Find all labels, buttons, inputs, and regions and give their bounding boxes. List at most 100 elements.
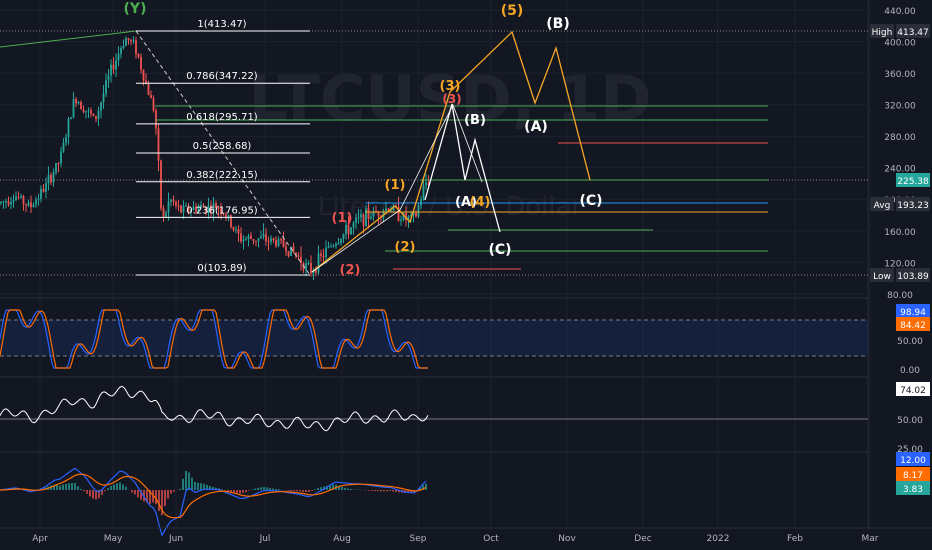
candle-body (205, 207, 207, 213)
wave-labels[interactable]: (Y)(1)(2)(1)(2)(3)(3)(A)(4)(B)(C)(5)(B)(… (124, 1, 603, 278)
candle-body (287, 251, 290, 256)
fib-level-label: 1(413.47) (197, 19, 246, 30)
stoch-band (0, 320, 868, 356)
trend-line-y (0, 30, 137, 48)
candle-body (200, 205, 202, 208)
candle-body (347, 224, 350, 235)
candle-body (350, 227, 352, 235)
candle-body (187, 205, 190, 212)
wave-label: (B) (546, 16, 569, 32)
price-tag-bg (896, 24, 930, 38)
candle-body (127, 38, 130, 41)
candle-body (160, 160, 162, 209)
candle-body (155, 110, 157, 129)
candle-body (340, 238, 342, 243)
candle-body (97, 110, 100, 119)
candle-body (75, 99, 77, 104)
time-tick-label: Sep (410, 534, 427, 544)
price-tag-bg (896, 197, 930, 211)
candle-body (225, 214, 227, 219)
time-tick-label: May (104, 534, 123, 544)
rsi-tag-value: 74.02 (900, 386, 926, 396)
price-axis[interactable]: 440.00400.00360.00320.00280.00240.00200.… (870, 7, 930, 495)
price-tick-label: 280.00 (884, 133, 916, 143)
candle-body (157, 128, 160, 161)
candle-body (265, 234, 267, 241)
candle-body (210, 205, 212, 212)
time-tick-label: Mar (862, 534, 879, 544)
candle-body (45, 183, 47, 192)
candle-body (325, 247, 327, 258)
candle-body (275, 239, 277, 247)
candle-body (297, 255, 300, 257)
symbol-watermark: LTCUSD, 1D (248, 62, 651, 135)
candle-body (42, 188, 45, 192)
candle-body (85, 110, 87, 113)
wave-label: (2) (395, 240, 416, 255)
candle-body (280, 239, 282, 241)
candle-body (20, 196, 22, 198)
wave-label: (B) (464, 113, 486, 128)
macd-signal-line (0, 473, 427, 519)
candle-body (207, 205, 210, 213)
candle-body (320, 253, 322, 256)
candle-body (397, 206, 400, 221)
price-tick-label: 160.00 (884, 228, 916, 238)
price-tag-label: Low (873, 272, 891, 282)
candle-body (2, 201, 5, 203)
candle-body (417, 205, 420, 217)
candlestick-series (0, 36, 430, 281)
candle-body (422, 185, 425, 200)
candle-body (52, 172, 55, 183)
fibonacci-retracement[interactable]: 1(413.47) 0.786(347.22) 0.618(295.71) 0.5(2… (136, 19, 310, 276)
candle-body (107, 75, 110, 81)
candle-body (245, 238, 247, 240)
candle-body (17, 196, 20, 198)
candle-body (390, 210, 392, 212)
candle-body (172, 199, 175, 202)
projection-path-orange (311, 30, 591, 273)
stoch-tick-label: 50.00 (897, 337, 923, 347)
candle-body (15, 196, 17, 200)
candle-body (122, 45, 125, 49)
candle-body (360, 214, 362, 218)
candle-body (352, 222, 355, 228)
macd-tag-value: 3.83 (903, 485, 923, 495)
candle-body (242, 239, 245, 242)
candle-body (95, 115, 97, 119)
stochastic-rsi-pane (0, 309, 868, 369)
grid (0, 0, 871, 528)
wave-label: (1) (385, 178, 406, 193)
candle-body (72, 99, 75, 118)
candle-body (235, 229, 237, 231)
price-tag-label-bg (870, 24, 894, 38)
time-axis[interactable]: Apr May Jun Jul Aug Sep Oct Nov Dec 2022 Feb Mar (0, 527, 932, 544)
candle-body (10, 202, 12, 205)
candle-body (240, 233, 242, 242)
candle-body (80, 101, 82, 110)
candle-body (102, 93, 105, 103)
time-tick-label: Feb (787, 534, 803, 544)
candle-body (110, 64, 112, 76)
candle-body (382, 211, 385, 218)
fib-level-label: 0.618(295.71) (186, 112, 258, 123)
candle-body (35, 199, 37, 205)
candle-body (357, 217, 360, 219)
candle-body (40, 188, 42, 199)
candle-body (192, 206, 195, 210)
stoch-tag-bg (896, 304, 930, 318)
candle-body (57, 162, 60, 164)
price-tick-label: 360.00 (884, 70, 916, 80)
candle-body (387, 208, 390, 212)
candle-body (227, 215, 230, 219)
candle-body (170, 199, 172, 202)
candle-body (37, 198, 40, 200)
candle-body (30, 202, 32, 208)
candle-body (212, 203, 215, 212)
candle-body (112, 64, 115, 70)
candle-body (385, 208, 387, 212)
macd-tag-bg (896, 467, 930, 481)
price-tag-label: High (872, 28, 893, 38)
candle-body (332, 245, 335, 247)
